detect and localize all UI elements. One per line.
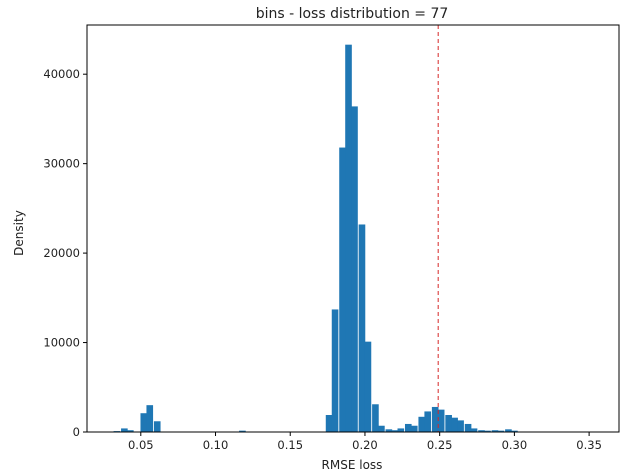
- histogram-bar: [385, 429, 393, 432]
- histogram-bar: [127, 430, 134, 432]
- histogram-bar: [397, 428, 405, 432]
- histogram-bar: [424, 411, 432, 432]
- histogram-bar: [451, 417, 458, 432]
- histogram-bar: [491, 430, 499, 432]
- y-tick-label: 0: [73, 425, 80, 439]
- histogram-bar: [431, 406, 439, 432]
- histogram-bar: [140, 413, 148, 432]
- histogram-bar: [364, 341, 372, 432]
- y-tick-label: 40000: [43, 67, 80, 81]
- histogram-bar: [239, 430, 246, 432]
- x-tick-label: 0.20: [352, 438, 378, 452]
- histogram-bar: [470, 428, 478, 432]
- y-tick-label: 30000: [43, 157, 80, 171]
- histogram-bar: [437, 409, 445, 432]
- histogram-bar: [404, 423, 412, 432]
- plot-area: 0.05 0.10 0.15 0.20 0.25 0.30 0.35 0 10000 20000 3…: [43, 24, 620, 452]
- histogram-bar: [339, 147, 346, 433]
- histogram-bar: [146, 405, 154, 432]
- histogram-bar: [391, 430, 399, 432]
- plot-frame: [86, 24, 620, 433]
- y-axis-label: Density: [12, 210, 26, 256]
- x-tick-label: 0.30: [502, 438, 528, 452]
- histogram-bar: [325, 415, 333, 432]
- histogram-bar: [372, 404, 379, 432]
- histogram-bar: [410, 425, 418, 432]
- histogram-bar: [457, 420, 464, 432]
- histogram-bar: [153, 421, 161, 432]
- histogram-bar: [464, 423, 472, 432]
- histogram-bar: [505, 429, 512, 432]
- x-tick-label: 0.10: [203, 438, 229, 452]
- chart-title: bins - loss distribution = 77: [256, 6, 449, 22]
- y-tick-label: 20000: [43, 246, 80, 260]
- histogram-bar: [351, 106, 358, 433]
- x-tick-label: 0.35: [576, 438, 602, 452]
- x-tick-label: 0.15: [277, 438, 303, 452]
- histogram-bar: [345, 44, 352, 433]
- x-tick-label: 0.25: [427, 438, 453, 452]
- y-tick-label: 10000: [43, 336, 80, 350]
- histogram-bar: [445, 415, 452, 432]
- histogram-bar: [497, 430, 505, 432]
- histogram-bar: [511, 430, 518, 432]
- x-axis-label: RMSE loss: [322, 458, 383, 472]
- histogram-bar: [121, 428, 128, 432]
- histogram-bar: [358, 224, 366, 432]
- histogram-bar: [331, 309, 339, 432]
- x-tick-label: 0.05: [128, 438, 154, 452]
- histogram-bar: [478, 430, 485, 432]
- histogram-bar: [378, 425, 385, 432]
- histogram-bar: [418, 416, 426, 432]
- histogram-bar: [484, 430, 491, 432]
